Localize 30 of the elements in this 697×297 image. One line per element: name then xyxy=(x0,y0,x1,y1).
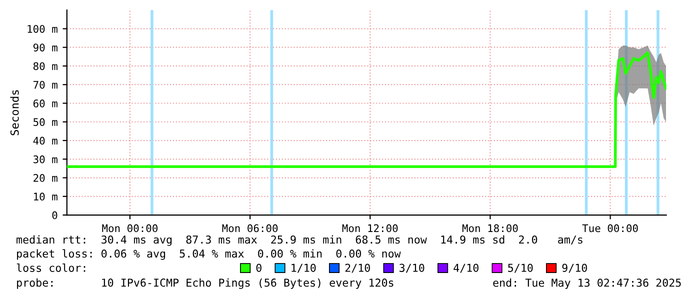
x-tick-label: Mon 06:00 xyxy=(222,224,278,232)
legend-label: 5/10 xyxy=(508,264,533,273)
y-axis-title: Seconds xyxy=(10,90,19,136)
y-tick-label: 50 m xyxy=(34,118,58,126)
legend-label: 9/10 xyxy=(562,264,587,273)
y-tick-label: 60 m xyxy=(33,100,58,108)
x-tick-label: Mon 12:00 xyxy=(342,224,398,232)
y-tick-label: 30 m xyxy=(33,155,58,164)
legend-label: 3/10 xyxy=(400,264,424,273)
legend-label: 0 xyxy=(256,264,262,272)
text: probe: 10 IPv6-ICMP Echo Pings (56 Bytes) every 120s xyxy=(17,278,394,289)
text: packet loss: 0.06 % avg 5.04 % max 0.00 % min 0.00 % now xyxy=(17,249,401,260)
legend-label: 4/10 xyxy=(454,264,478,273)
legend-label: 1/10 xyxy=(292,264,316,273)
text: median rtt: 30.4 ms avg 87.3 ms max 25.9 ms min 68.5 ms now 14.9 ms sd 2.0 am/s xyxy=(16,235,582,246)
y-tick-label: 10 m xyxy=(34,192,58,201)
y-tick-label: 0 xyxy=(52,211,58,220)
legend-label: 2/10 xyxy=(345,264,370,273)
y-tick-label: 70 m xyxy=(34,80,58,89)
line-series xyxy=(66,52,666,168)
y-tick-label: 100 m xyxy=(28,24,58,33)
x-tick-label: Mon 18:00 xyxy=(462,224,518,232)
x-tick-label: Tue 00:00 xyxy=(582,224,638,232)
y-tick-label: 80 m xyxy=(33,62,58,70)
y-tick-label: 90 m xyxy=(33,44,58,52)
y-tick-label: 40 m xyxy=(33,136,58,145)
x-tick-label: Mon 00:00 xyxy=(102,224,158,232)
text: end: Tue May 13 02:47:36 2025 xyxy=(493,278,681,289)
legend-title: loss color: xyxy=(16,264,86,272)
y-tick-label: 20 m xyxy=(34,174,58,182)
